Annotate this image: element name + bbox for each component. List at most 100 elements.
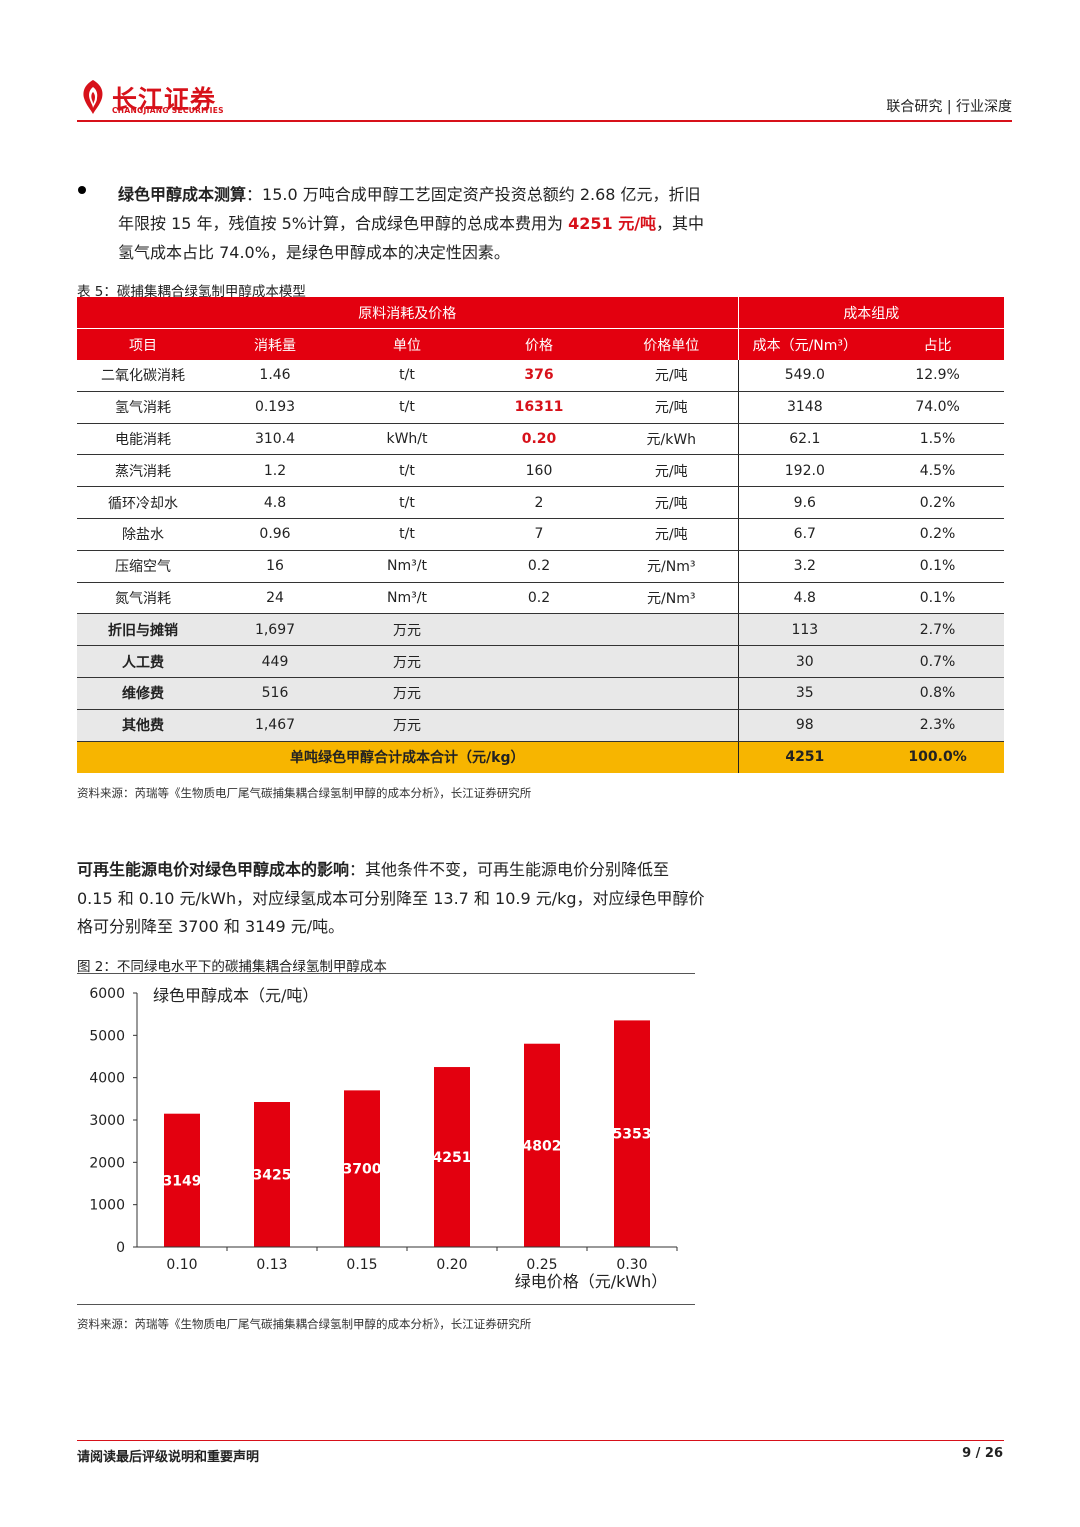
cell-qty: 0.96 — [209, 518, 341, 551]
cell-qty: 310.4 — [209, 423, 341, 456]
cell-price-unit: 元/吨 — [605, 454, 739, 488]
bar-value-label: 3149 — [163, 1173, 202, 1189]
cell-price: 0.2 — [473, 550, 605, 583]
cell-cost: 3148 — [738, 391, 872, 424]
cell-cost: 98 — [738, 709, 872, 742]
cell-unit: 万元 — [341, 709, 473, 742]
cell-item: 电能消耗 — [77, 423, 209, 456]
y-tick-label: 3000 — [89, 1113, 125, 1129]
footer-disclaimer: 请阅读最后评级说明和重要声明 — [77, 1450, 260, 1465]
cell-qty: 0.193 — [209, 391, 341, 424]
total-share: 100.0% — [871, 741, 1005, 773]
paragraph-text: ：15.0 万吨合成甲醇工艺固定资产投资总额约 2.68 亿元，折旧年限按 15… — [118, 185, 701, 233]
bar-series: 3149 3425 3700 4251 4802 5353 — [163, 1020, 651, 1247]
cell-qty: 1.46 — [209, 360, 341, 392]
cell-price-unit — [605, 645, 739, 678]
y-tick-label: 6000 — [89, 986, 125, 1002]
cell-item: 维修费 — [77, 677, 209, 710]
table-row: 循环冷却水 4.8 t/t 2 元/吨 9.6 0.2% — [77, 486, 1005, 519]
cell-share: 0.1% — [871, 582, 1005, 615]
cell-price: 2 — [473, 486, 605, 519]
cell-qty: 1,697 — [209, 613, 341, 647]
cell-cost: 113 — [738, 613, 872, 647]
table-row: 电能消耗 310.4 kWh/t 0.20 元/kWh 62.1 1.5% — [77, 423, 1005, 456]
cell-cost: 35 — [738, 677, 872, 710]
footer-rule — [77, 1440, 1004, 1441]
cell-price: 16311 — [473, 391, 605, 424]
cost-model-table: 原料消耗及价格 成本组成 项目 消耗量 单位 价格 价格单位 成本（元/Nm³）… — [77, 297, 1005, 773]
x-tick-label: 0.20 — [436, 1257, 467, 1273]
cell-price — [473, 677, 605, 710]
cell-unit: t/t — [341, 454, 473, 488]
cell-qty: 16 — [209, 550, 341, 583]
cell-price-unit — [605, 613, 739, 647]
cell-cost: 30 — [738, 645, 872, 678]
highlight-total-cost: 4251 元/吨 — [568, 214, 657, 233]
total-label: 单吨绿色甲醇合计成本合计（元/kg） — [77, 741, 739, 773]
table-source-note: 资料来源：芮瑞等《生物质电厂尾气碳捕集耦合绿氢制甲醇的成本分析》，长江证券研究所 — [77, 786, 532, 800]
cell-share: 0.7% — [871, 645, 1005, 678]
bar — [254, 1102, 290, 1247]
cell-qty: 449 — [209, 645, 341, 678]
column-header: 消耗量 — [209, 328, 341, 360]
y-tick-label: 4000 — [89, 1071, 125, 1087]
figure-top-rule — [77, 973, 695, 974]
bar-value-label: 4802 — [523, 1138, 562, 1154]
column-header: 单位 — [341, 328, 473, 360]
total-cost: 4251 — [738, 741, 872, 773]
cell-share: 0.8% — [871, 677, 1005, 710]
column-header: 价格 — [473, 328, 605, 360]
column-header: 占比 — [871, 328, 1005, 360]
cell-price: 160 — [473, 454, 605, 488]
cell-unit: kWh/t — [341, 423, 473, 456]
cell-item: 除盐水 — [77, 518, 209, 551]
cell-cost: 62.1 — [738, 423, 872, 456]
y-axis: 0 1000 2000 3000 4000 5000 6000 — [89, 986, 138, 1256]
table-row: 氢气消耗 0.193 t/t 16311 元/吨 3148 74.0% — [77, 391, 1005, 424]
cell-price-unit: 元/吨 — [605, 391, 739, 424]
cell-share: 4.5% — [871, 454, 1005, 488]
cell-cost: 3.2 — [738, 550, 872, 583]
cell-qty: 24 — [209, 582, 341, 615]
cell-share: 1.5% — [871, 423, 1005, 456]
cell-item: 蒸汽消耗 — [77, 454, 209, 488]
cell-price-unit: 元/吨 — [605, 486, 739, 519]
brand-logo-icon — [83, 80, 103, 114]
cost-bar-chart: 0 1000 2000 3000 4000 5000 6000 3149 3425 3700 42… — [89, 986, 678, 1291]
cell-share: 2.3% — [871, 709, 1005, 742]
cell-unit: 万元 — [341, 613, 473, 647]
cell-item: 压缩空气 — [77, 550, 209, 583]
table-row: 氮气消耗 24 Nm³/t 0.2 元/Nm³ 4.8 0.1% — [77, 582, 1005, 615]
cell-price: 7 — [473, 518, 605, 551]
table-row: 折旧与摊销 1,697 万元 113 2.7% — [77, 613, 1005, 647]
cell-share: 0.2% — [871, 486, 1005, 519]
x-tick-label: 0.13 — [256, 1257, 287, 1273]
bar-value-label: 3700 — [343, 1162, 382, 1178]
paragraph-cost-estimate: 绿色甲醇成本测算：15.0 万吨合成甲醇工艺固定资产投资总额约 2.68 亿元，… — [118, 180, 708, 267]
cell-cost: 549.0 — [738, 360, 872, 392]
cell-unit: Nm³/t — [341, 550, 473, 583]
cell-price-unit — [605, 709, 739, 742]
cell-share: 0.1% — [871, 550, 1005, 583]
x-tick-label: 0.25 — [526, 1257, 557, 1273]
bar-value-label: 4251 — [433, 1150, 472, 1166]
cell-unit: 万元 — [341, 645, 473, 678]
cell-share: 74.0% — [871, 391, 1005, 424]
cell-price-unit — [605, 677, 739, 710]
bar — [164, 1113, 200, 1247]
x-tick-label: 0.10 — [166, 1257, 197, 1273]
cell-item: 循环冷却水 — [77, 486, 209, 519]
cell-price: 0.2 — [473, 582, 605, 615]
cell-cost: 4.8 — [738, 582, 872, 615]
table-row: 除盐水 0.96 t/t 7 元/吨 6.7 0.2% — [77, 518, 1005, 551]
cell-unit: 万元 — [341, 677, 473, 710]
figure-caption: 图 2：不同绿电水平下的碳捕集耦合绿氢制甲醇成本 — [77, 959, 387, 975]
cell-price-unit: 元/Nm³ — [605, 582, 739, 615]
cell-item: 氢气消耗 — [77, 391, 209, 424]
x-tick-label: 0.30 — [616, 1257, 647, 1273]
cell-price-unit: 元/吨 — [605, 518, 739, 551]
table-row: 人工费 449 万元 30 0.7% — [77, 645, 1005, 678]
paragraph-lead: 绿色甲醇成本测算 — [118, 185, 247, 204]
cell-cost: 9.6 — [738, 486, 872, 519]
cell-unit: t/t — [341, 360, 473, 392]
